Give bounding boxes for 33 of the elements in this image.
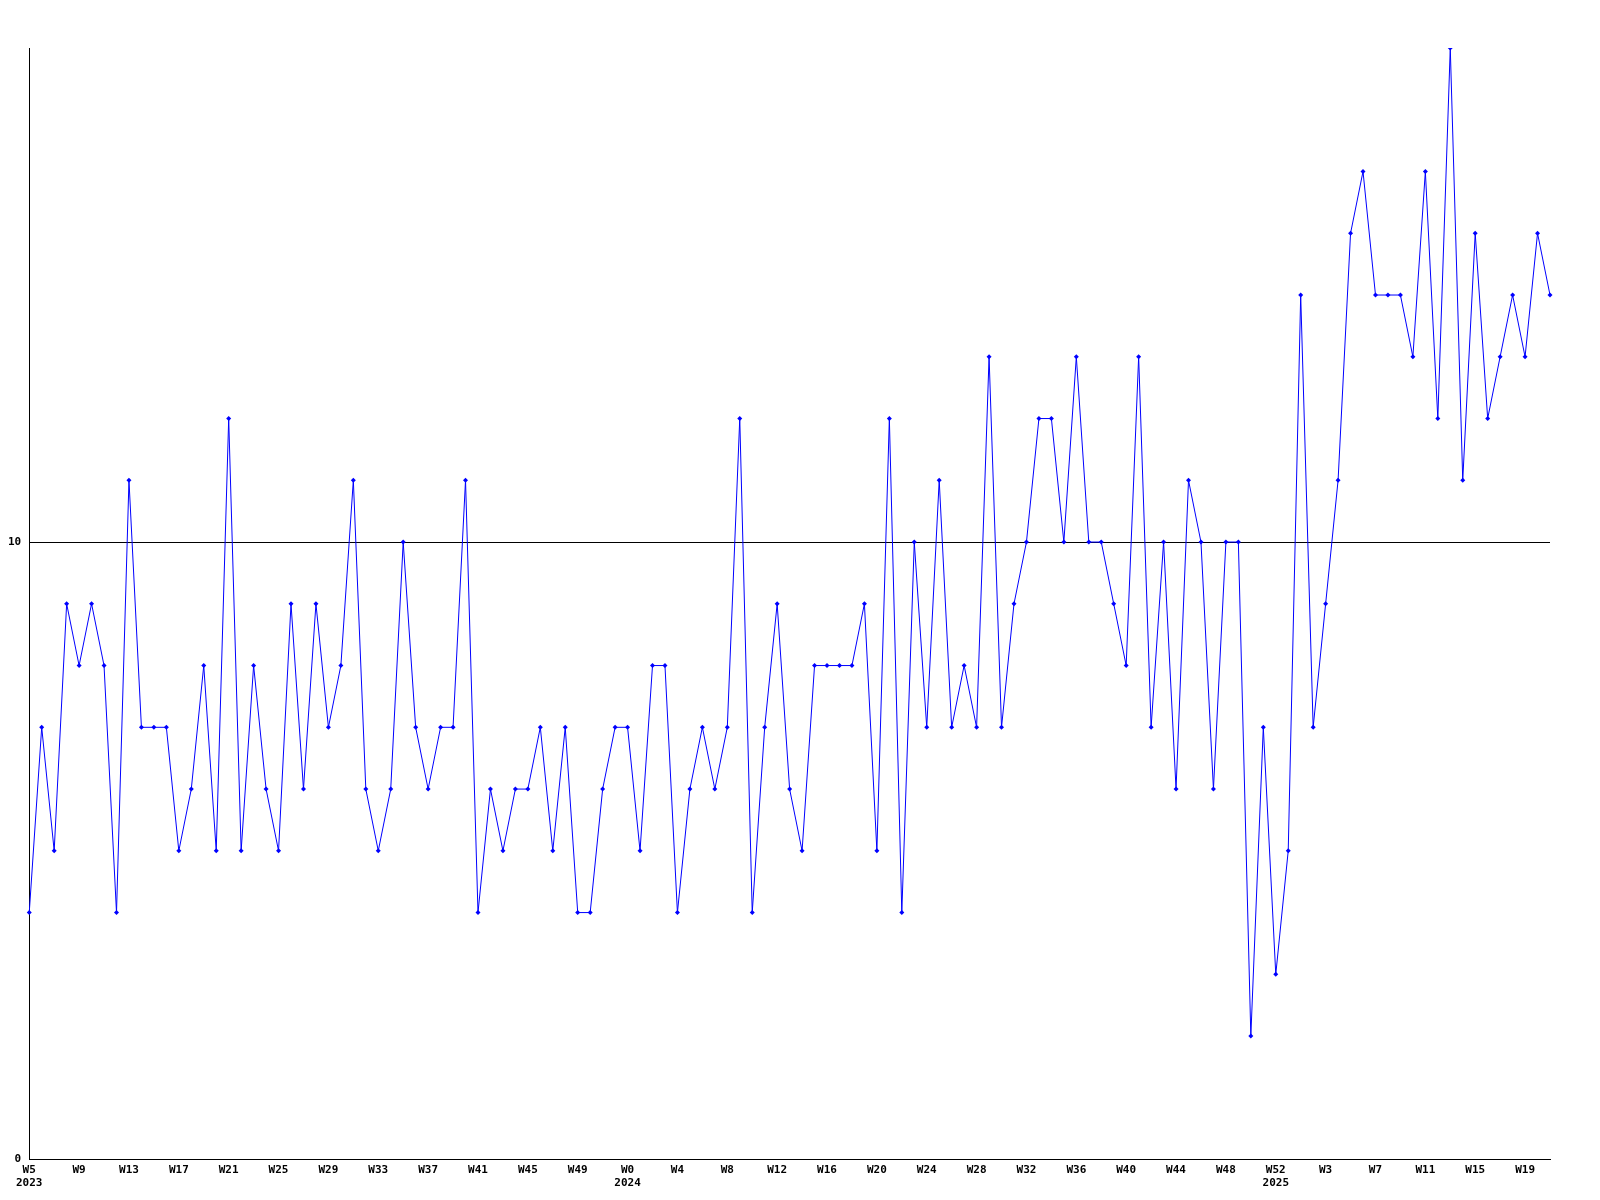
- x-tick-label: W40: [1116, 1163, 1137, 1177]
- y-tick-label: 10: [8, 534, 22, 548]
- x-tick-label: W17: [168, 1163, 189, 1177]
- x-tick-label: W28: [966, 1163, 987, 1177]
- x-tick-label: W9: [72, 1163, 86, 1177]
- x-tick-label: W12: [767, 1163, 788, 1177]
- x-tick-label: W24: [916, 1163, 938, 1177]
- x-tick-label: W15: [1465, 1163, 1486, 1177]
- x-tick-label: W25: [268, 1163, 289, 1177]
- x-tick-label: W7: [1368, 1163, 1383, 1177]
- x-tick-label: W45: [517, 1163, 538, 1177]
- x-tick-label: W21: [218, 1163, 239, 1177]
- x-tick-label: W19: [1515, 1163, 1536, 1177]
- x-tick-label: W48: [1215, 1163, 1236, 1177]
- y-tick-label: 0: [14, 1152, 22, 1166]
- x-tick-label: W4: [670, 1163, 685, 1177]
- x-tick-label: W13: [119, 1163, 139, 1177]
- x-tick-label: W37: [418, 1163, 439, 1177]
- x-tick-label: W33: [368, 1163, 389, 1177]
- x-tick-label: W20: [866, 1163, 887, 1177]
- x-tick-label: W8: [720, 1163, 734, 1177]
- x-tick-label: W29: [318, 1163, 339, 1177]
- x-tick-label: W41: [468, 1163, 489, 1177]
- x-tick-label: W3: [1319, 1163, 1333, 1177]
- x-tick-label: W32: [1016, 1163, 1037, 1177]
- x-tick-label: W36: [1066, 1163, 1087, 1177]
- x-tick-label: W0 2024: [614, 1163, 642, 1190]
- x-tick-label: W49: [567, 1163, 588, 1177]
- x-tick-label: W16: [817, 1163, 838, 1177]
- x-tick-label: W44: [1166, 1163, 1187, 1177]
- x-tick-label: W52 2025: [1262, 1163, 1290, 1190]
- x-tick-label: W5 2023: [16, 1163, 43, 1190]
- x-tick-label: W11: [1415, 1163, 1436, 1177]
